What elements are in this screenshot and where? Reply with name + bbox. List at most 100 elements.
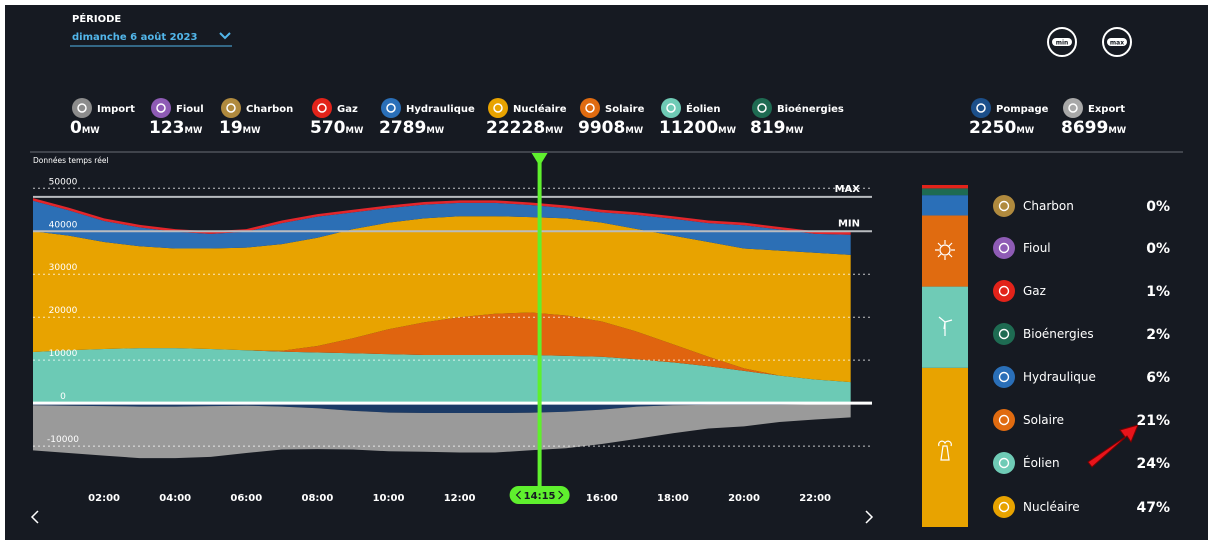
legend-value: 24% xyxy=(1136,456,1170,472)
x-tick-label: 18:00 xyxy=(657,493,689,504)
source-name: Nucléaire xyxy=(513,103,567,115)
legend-glyph xyxy=(998,457,1010,469)
source-value: 11200 xyxy=(659,118,718,138)
y-tick-label: 50000 xyxy=(49,177,78,187)
legend-name: Gaz xyxy=(1023,284,1046,298)
threshold-label: MIN xyxy=(838,218,860,229)
source-value: 2789 xyxy=(379,118,426,138)
x-tick-label: 08:00 xyxy=(301,493,333,504)
legend-value: 0% xyxy=(1146,199,1170,215)
source-glyph xyxy=(666,103,676,113)
legend-glyph xyxy=(998,285,1010,297)
legend-name: Bioénergies xyxy=(1023,327,1094,341)
source-name: Hydraulique xyxy=(406,104,475,115)
source-reading: 22228MW xyxy=(486,118,564,138)
x-tick-label: 10:00 xyxy=(373,493,405,504)
source-glyph xyxy=(585,103,595,113)
nav-next[interactable] xyxy=(865,510,874,524)
source-reading: 123MW xyxy=(149,118,203,138)
legend-name: Éolien xyxy=(1023,455,1060,470)
legend-name: Nucléaire xyxy=(1023,500,1080,514)
button-pill xyxy=(1052,38,1072,46)
source-unit: MW xyxy=(545,126,563,136)
x-tick-label: 02:00 xyxy=(88,493,120,504)
sun-glyph xyxy=(935,240,955,260)
legend-name: Hydraulique xyxy=(1023,370,1096,384)
source-reading: 11200MW xyxy=(659,118,737,138)
source-value: 2250 xyxy=(969,118,1016,138)
y-tick-label: 0 xyxy=(60,392,66,402)
source-unit: MW xyxy=(718,126,736,136)
chart: -10000 0 10000 20000 30000 40000 50000 MAX MIN 02… xyxy=(33,153,872,504)
area xyxy=(33,403,851,414)
period-select[interactable]: dimanche 6 août 2023 xyxy=(70,31,232,47)
legend-value: 6% xyxy=(1146,370,1170,386)
source-icon xyxy=(661,98,681,118)
legend-icon xyxy=(993,237,1015,259)
source-unit: MW xyxy=(185,126,203,136)
area xyxy=(33,200,851,255)
legend-value: 0% xyxy=(1146,241,1170,257)
x-tick-label: 12:00 xyxy=(444,493,476,504)
source-value: 123 xyxy=(149,118,185,138)
period-label: PÉRIODE xyxy=(72,12,121,25)
button-ring xyxy=(1047,27,1077,57)
zoom-button[interactable]: max xyxy=(1102,27,1132,57)
dropdown-chevron xyxy=(219,32,231,40)
annotation-arrow xyxy=(1087,424,1139,468)
legend-icon xyxy=(993,496,1015,518)
legend-value: 1% xyxy=(1146,284,1170,300)
source-icon xyxy=(971,98,991,118)
y-tick-label: 20000 xyxy=(49,306,78,316)
source-unit: MW xyxy=(1016,126,1034,136)
legend-glyph xyxy=(998,414,1010,426)
source-icon xyxy=(151,98,171,118)
cursor-handle[interactable] xyxy=(531,153,548,166)
chart-subtitle: Données temps réel xyxy=(33,156,109,165)
source-icon xyxy=(381,98,401,118)
source-name: Pompage xyxy=(996,104,1049,115)
source-reading: 9908MW xyxy=(578,118,644,138)
source-glyph xyxy=(317,103,327,113)
source-reading: 819MW xyxy=(750,118,804,138)
cursor-label[interactable]: 14:15 xyxy=(524,491,556,502)
source-unit: MW xyxy=(346,126,364,136)
legend-icon xyxy=(993,323,1015,345)
period-value[interactable]: dimanche 6 août 2023 xyxy=(72,31,197,43)
source-icon xyxy=(488,98,508,118)
button-label[interactable]: max xyxy=(1110,40,1124,47)
button-label[interactable]: min xyxy=(1056,40,1069,47)
share-segment xyxy=(922,195,968,216)
source-value: 9908 xyxy=(578,118,625,138)
legend-glyph xyxy=(998,328,1010,340)
source-unit: MW xyxy=(625,126,643,136)
zoom-button[interactable]: min xyxy=(1047,27,1077,57)
source-name: Solaire xyxy=(605,104,645,115)
legend-icon xyxy=(993,280,1015,302)
button-ring xyxy=(1102,27,1132,57)
source-reading: 8699MW xyxy=(1061,118,1127,138)
source-unit: MW xyxy=(426,126,444,136)
share-segment xyxy=(922,215,968,287)
source-reading: 2789MW xyxy=(379,118,445,138)
source-reading: 0MW xyxy=(70,118,100,138)
source-name: Fioul xyxy=(176,104,204,115)
source-value: 8699 xyxy=(1061,118,1108,138)
source-name: Export xyxy=(1088,104,1125,115)
legend-name: Solaire xyxy=(1023,413,1064,427)
nav-prev[interactable] xyxy=(30,510,39,524)
source-icon xyxy=(1063,98,1083,118)
source-value: 570 xyxy=(310,118,346,138)
source-name: Charbon xyxy=(246,104,293,115)
cursor-chevrons xyxy=(515,490,564,500)
legend-glyph xyxy=(998,501,1010,513)
source-name: Éolien xyxy=(686,102,720,115)
source-name: Import xyxy=(97,104,135,115)
y-tick-label: 30000 xyxy=(49,263,78,273)
nuclear-glyph xyxy=(938,440,952,461)
legend-icon xyxy=(993,409,1015,431)
cursor-pill[interactable] xyxy=(509,486,570,504)
source-glyph xyxy=(1068,103,1078,113)
